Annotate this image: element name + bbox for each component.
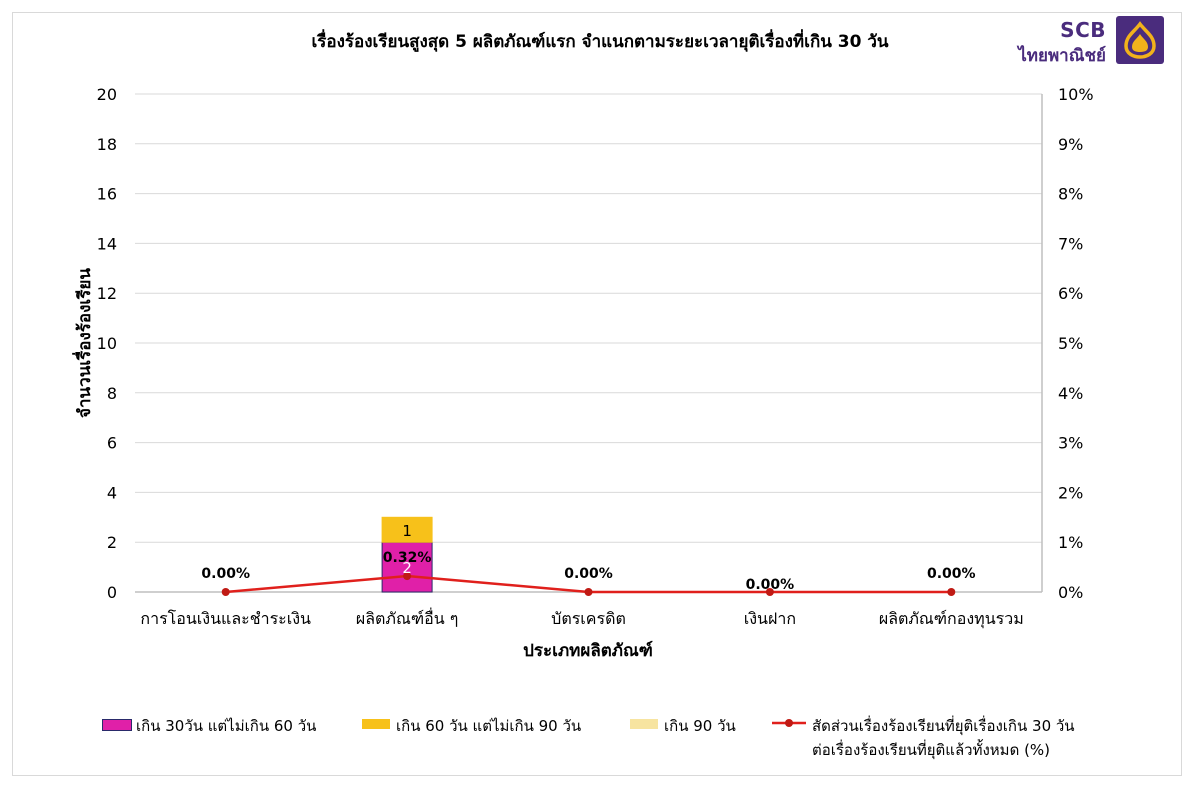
legend-line-icon — [772, 719, 806, 727]
ratio-point — [403, 572, 412, 581]
y-tick-label: 4 — [107, 483, 117, 502]
x-tick-label: ผลิตภัณฑ์อื่น ๆ — [356, 607, 458, 628]
y2-tick-label: 9% — [1058, 135, 1083, 154]
legend-swatch-90 — [630, 719, 658, 729]
legend-label-ratio-line2: ต่อเรื่องร้องเรียนที่ยุติแล้วทั้งหมด (%) — [812, 741, 1051, 759]
y-tick-label: 12 — [97, 284, 117, 303]
y-tick-label: 18 — [97, 135, 117, 154]
y-axis-title: จำนวนเรื่องร้องเรียน — [72, 268, 95, 418]
y-tick-label: 20 — [97, 85, 117, 104]
y-tick-label: 10 — [97, 334, 117, 353]
y2-tick-label: 3% — [1058, 434, 1083, 453]
y-tick-label: 2 — [107, 533, 117, 552]
y-tick-label: 14 — [97, 234, 117, 253]
legend-label-60-90: เกิน 60 วัน แต่ไม่เกิน 90 วัน — [396, 717, 582, 735]
y2-tick-label: 1% — [1058, 533, 1083, 552]
y-tick-label: 8 — [107, 384, 117, 403]
scb-emblem-icon — [1116, 16, 1164, 64]
ratio-point — [584, 588, 593, 596]
legend-label-30-60: เกิน 30วัน แต่ไม่เกิน 60 วัน — [136, 717, 317, 735]
y2-tick-label: 8% — [1058, 185, 1083, 204]
y2-tick-label: 10% — [1058, 85, 1094, 104]
bar-data-label: 1 — [402, 522, 412, 540]
chart-frame — [12, 12, 1182, 776]
y2-tick-label: 7% — [1058, 234, 1083, 253]
ratio-data-label: 0.00% — [564, 566, 613, 582]
logo-text-top: SCB — [1060, 18, 1106, 42]
ratio-data-label: 0.00% — [201, 566, 250, 582]
bar-data-label: 2 — [402, 559, 412, 577]
legend-swatch-30-60 — [102, 719, 132, 731]
logo-text-bottom: ไทยพาณิชย์ — [1018, 46, 1106, 66]
legend-label-ratio-line1: สัดส่วนเรื่องร้องเรียนที่ยุติเรื่องเกิน … — [812, 717, 1075, 735]
x-axis-title: ประเภทผลิตภัณฑ์ — [523, 640, 653, 661]
y-tick-label: 16 — [97, 185, 117, 204]
ratio-point — [765, 588, 774, 596]
ratio-data-label: 0.32% — [383, 550, 432, 566]
x-tick-label: บัตรเครดิต — [551, 609, 626, 628]
bar-segment — [381, 541, 433, 593]
legend-swatch-60-90 — [362, 719, 390, 729]
x-tick-label: ผลิตภัณฑ์กองทุนรวม — [879, 609, 1024, 629]
legend-label-90: เกิน 90 วัน — [664, 717, 736, 735]
ratio-data-label: 0.00% — [927, 566, 976, 582]
y2-tick-label: 6% — [1058, 284, 1083, 303]
y2-tick-label: 0% — [1058, 583, 1083, 602]
y2-tick-label: 2% — [1058, 483, 1083, 502]
scb-logo: SCB ไทยพาณิชย์ — [1012, 16, 1168, 66]
y2-tick-label: 4% — [1058, 384, 1083, 403]
chart-title: เรื่องร้องเรียนสูงสุด 5 ผลิตภัณฑ์แรก จำแ… — [311, 32, 889, 52]
y-tick-label: 0 — [107, 583, 117, 602]
y-tick-label: 6 — [107, 434, 117, 453]
ratio-data-label: 0.00% — [746, 577, 795, 593]
x-tick-label: เงินฝาก — [744, 609, 796, 628]
x-tick-label: การโอนเงินและชำระเงิน — [140, 609, 311, 628]
ratio-point — [947, 588, 956, 596]
ratio-point — [221, 588, 230, 596]
bar-segment — [381, 516, 433, 543]
y2-tick-label: 5% — [1058, 334, 1083, 353]
